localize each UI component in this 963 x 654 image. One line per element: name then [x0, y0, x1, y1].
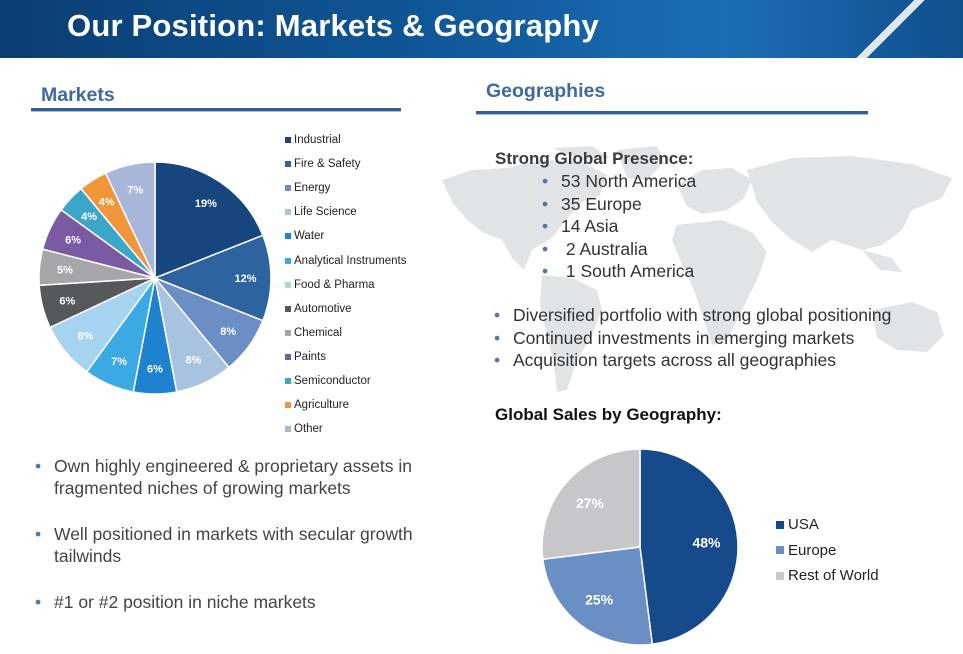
pie-slice-rest-of-world	[541, 448, 641, 561]
legend-item: Energy	[285, 176, 407, 200]
legend-label: Paints	[294, 350, 326, 363]
legend-label: Chemical	[294, 326, 342, 339]
legend-swatch	[285, 137, 291, 144]
legend-swatch	[285, 426, 291, 433]
legend-item: Life Science	[285, 200, 407, 224]
legend-item: Fire & Safety	[285, 152, 407, 176]
geographies-rule	[476, 111, 868, 115]
legend-label: Europe	[788, 541, 837, 559]
legend-label: Fire & Safety	[294, 158, 361, 171]
legend-swatch	[285, 402, 291, 409]
pie-slice-other	[104, 161, 156, 279]
geographies-bullets: Diversified portfolio with strong global…	[494, 304, 891, 372]
legend-item: Semiconductor	[285, 369, 407, 393]
markets-bullet: #1 or #2 position in niche markets	[35, 591, 435, 613]
legend-item: Analytical Instruments	[285, 248, 407, 272]
legend-label: Rest of World	[788, 567, 879, 585]
markets-bullet: Well positioned in markets with secular …	[35, 523, 435, 567]
geographies-bullet: Continued investments in emerging market…	[494, 327, 891, 350]
legend-label: Water	[294, 230, 325, 243]
legend-item: Rest of World	[776, 563, 879, 589]
markets-bullet: Own highly engineered & proprietary asse…	[35, 455, 435, 499]
legend-item: Paints	[285, 345, 407, 369]
legend-swatch	[285, 185, 291, 192]
legend-item: Industrial	[285, 128, 407, 152]
pie-data-label: 7%	[127, 185, 143, 197]
legend-label: Industrial	[294, 134, 341, 147]
presence-list: 53 North America 35 Europe 14 Asia 2 Aus…	[542, 170, 696, 283]
pie-data-label: 27%	[576, 495, 605, 511]
legend-swatch	[285, 305, 291, 312]
geography-pie-svg: 48% 25% 27%	[541, 448, 739, 646]
pie-slice-europe	[541, 546, 654, 646]
pie-data-label: 12%	[234, 273, 256, 285]
legend-item: Food & Pharma	[285, 273, 407, 297]
pie-data-label: 6%	[147, 363, 163, 375]
pie-data-label: 5%	[57, 264, 73, 276]
legend-swatch	[285, 281, 291, 288]
legend-item: Chemical	[285, 321, 407, 345]
pie-data-label: 4%	[81, 211, 97, 223]
presence-title: Strong Global Presence:	[495, 149, 694, 168]
pie-data-label: 4%	[99, 196, 115, 208]
presence-item: 2 Australia	[542, 238, 696, 261]
presence-item: 35 Europe	[542, 193, 696, 216]
pie-data-label: 25%	[585, 592, 614, 608]
legend-label: Automotive	[294, 302, 352, 315]
legend-label: Agriculture	[294, 399, 349, 412]
markets-rule	[31, 108, 401, 112]
sales-chart-title: Global Sales by Geography:	[495, 405, 722, 424]
legend-label: Semiconductor	[294, 374, 371, 387]
geographies-bullet: Diversified portfolio with strong global…	[494, 304, 891, 327]
pie-slice-usa	[639, 448, 739, 646]
legend-swatch	[285, 353, 291, 360]
geographies-heading: Geographies	[486, 80, 606, 102]
legend-label: Life Science	[294, 206, 357, 219]
presence-item: 14 Asia	[542, 215, 696, 238]
legend-label: Other	[294, 423, 323, 436]
pie-slice-fire-safety	[152, 234, 272, 322]
legend-item: USA	[776, 512, 879, 538]
geography-legend: USA Europe Rest of World	[776, 512, 879, 589]
legend-item: Water	[285, 224, 407, 248]
geographies-bullet: Acquisition targets across all geographi…	[494, 349, 891, 372]
page-title: Our Position: Markets & Geography	[67, 8, 599, 43]
legend-swatch	[285, 257, 291, 264]
presence-item: 53 North America	[542, 170, 696, 193]
pie-slice-industrial	[154, 161, 264, 280]
title-corner-accent	[843, 0, 963, 58]
pie-data-label: 8%	[77, 331, 93, 343]
presence-item: 1 South America	[542, 260, 696, 283]
legend-swatch	[285, 377, 291, 384]
markets-legend: Industrial Fire & Safety Energy Life Sci…	[285, 128, 407, 441]
legend-item: Other	[285, 417, 407, 441]
pie-data-label: 7%	[111, 356, 127, 368]
legend-label: Food & Pharma	[294, 278, 375, 291]
legend-swatch	[776, 520, 784, 529]
pie-data-label: 48%	[692, 535, 721, 551]
legend-swatch	[285, 233, 291, 240]
pie-data-label: 6%	[65, 234, 81, 246]
legend-label: Energy	[294, 182, 331, 195]
markets-bullets: Own highly engineered & proprietary asse…	[35, 455, 435, 637]
title-bar: Our Position: Markets & Geography	[0, 0, 963, 58]
pie-data-label: 8%	[220, 326, 236, 338]
markets-heading: Markets	[41, 84, 115, 106]
pie-data-label: 8%	[186, 355, 202, 367]
legend-label: Analytical Instruments	[294, 254, 407, 267]
pie-data-label: 19%	[195, 198, 217, 210]
legend-label: USA	[788, 516, 819, 534]
legend-swatch	[285, 161, 291, 168]
legend-item: Europe	[776, 538, 879, 564]
legend-item: Automotive	[285, 297, 407, 321]
legend-swatch	[285, 209, 291, 216]
pie-data-label: 6%	[59, 295, 75, 307]
legend-swatch	[776, 571, 784, 580]
markets-pie-svg: 19%12%8%8%6%7%8%6%5%6%4%4%7%	[38, 161, 272, 395]
legend-swatch	[285, 329, 291, 336]
legend-item: Agriculture	[285, 393, 407, 417]
legend-swatch	[776, 546, 784, 555]
